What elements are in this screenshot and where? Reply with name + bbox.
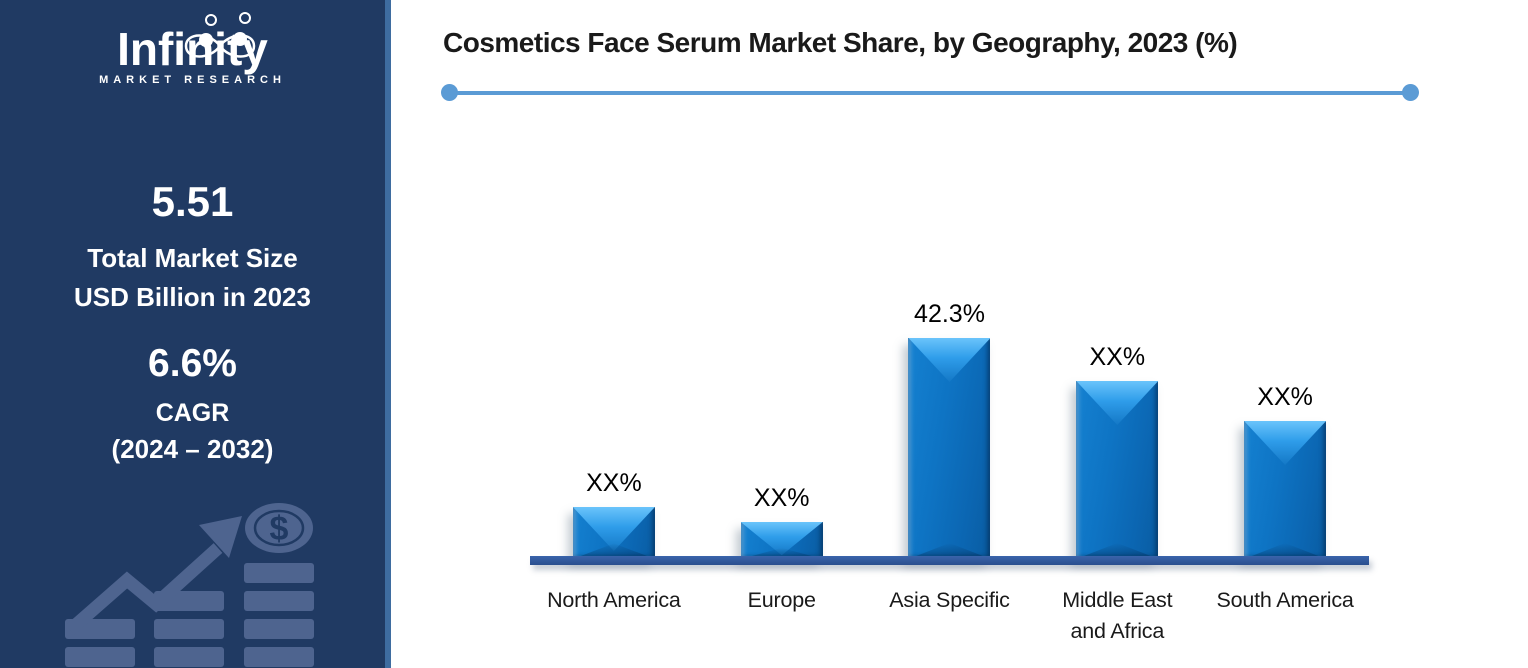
bar-slot: XX% <box>698 484 866 559</box>
bar-slot: 42.3% <box>866 300 1034 559</box>
bar-slot: XX% <box>1033 343 1201 559</box>
bar-north-america <box>572 507 655 559</box>
brand-logo: Infinity MARKET RESEARCH <box>0 12 385 86</box>
bar-middle-east-and-africa <box>1076 381 1159 559</box>
brand-subtitle: MARKET RESEARCH <box>99 74 286 86</box>
x-axis-line <box>530 556 1369 565</box>
bar-slot: XX% <box>1201 383 1369 559</box>
title-underline-left-dot <box>441 84 458 101</box>
bar-value-label: XX% <box>753 484 810 512</box>
category-label: Middle East and Africa <box>1062 588 1173 644</box>
bar-asia-specific <box>908 338 991 559</box>
bar-value-label: XX% <box>1089 343 1146 371</box>
category-row: North America Europe Asia Specific Middle E… <box>530 585 1369 647</box>
bar-value-label: XX% <box>586 469 642 497</box>
bar-europe <box>740 522 823 559</box>
category-label: Europe <box>747 588 816 612</box>
cagr-label-line1: CAGR <box>155 399 230 427</box>
svg-text:$: $ <box>270 510 289 548</box>
market-size-value: 5.51 <box>151 178 234 225</box>
market-size-label-line2: USD Billion in 2023 <box>74 282 311 312</box>
title-underline <box>450 91 1411 95</box>
bar-value-label: XX% <box>1257 383 1313 411</box>
category-label: North America <box>547 588 681 612</box>
chart-title: Cosmetics Face Serum Market Share, by Ge… <box>443 27 1238 58</box>
brand-name: Infinity <box>117 12 268 75</box>
bar-slot: XX% <box>530 469 698 559</box>
market-size-label-line1: Total Market Size <box>87 243 298 273</box>
bars-row: XX% XX% 42.3% XX% XX% <box>530 290 1369 559</box>
bar-south-america <box>1244 421 1327 559</box>
bar-value-label: 42.3% <box>914 300 985 328</box>
growth-money-icon: $ <box>65 503 314 667</box>
cagr-value: 6.6% <box>148 342 237 385</box>
brand-name-text: Infinity <box>117 23 268 75</box>
category-label: Asia Specific <box>889 588 1010 612</box>
cagr-label-line2: (2024 – 2032) <box>111 434 274 464</box>
category-label: South America <box>1216 588 1354 612</box>
title-underline-right-dot <box>1402 84 1419 101</box>
sidebar: Infinity MARKET RESEARCH 5.51 Total Mark… <box>0 0 391 668</box>
